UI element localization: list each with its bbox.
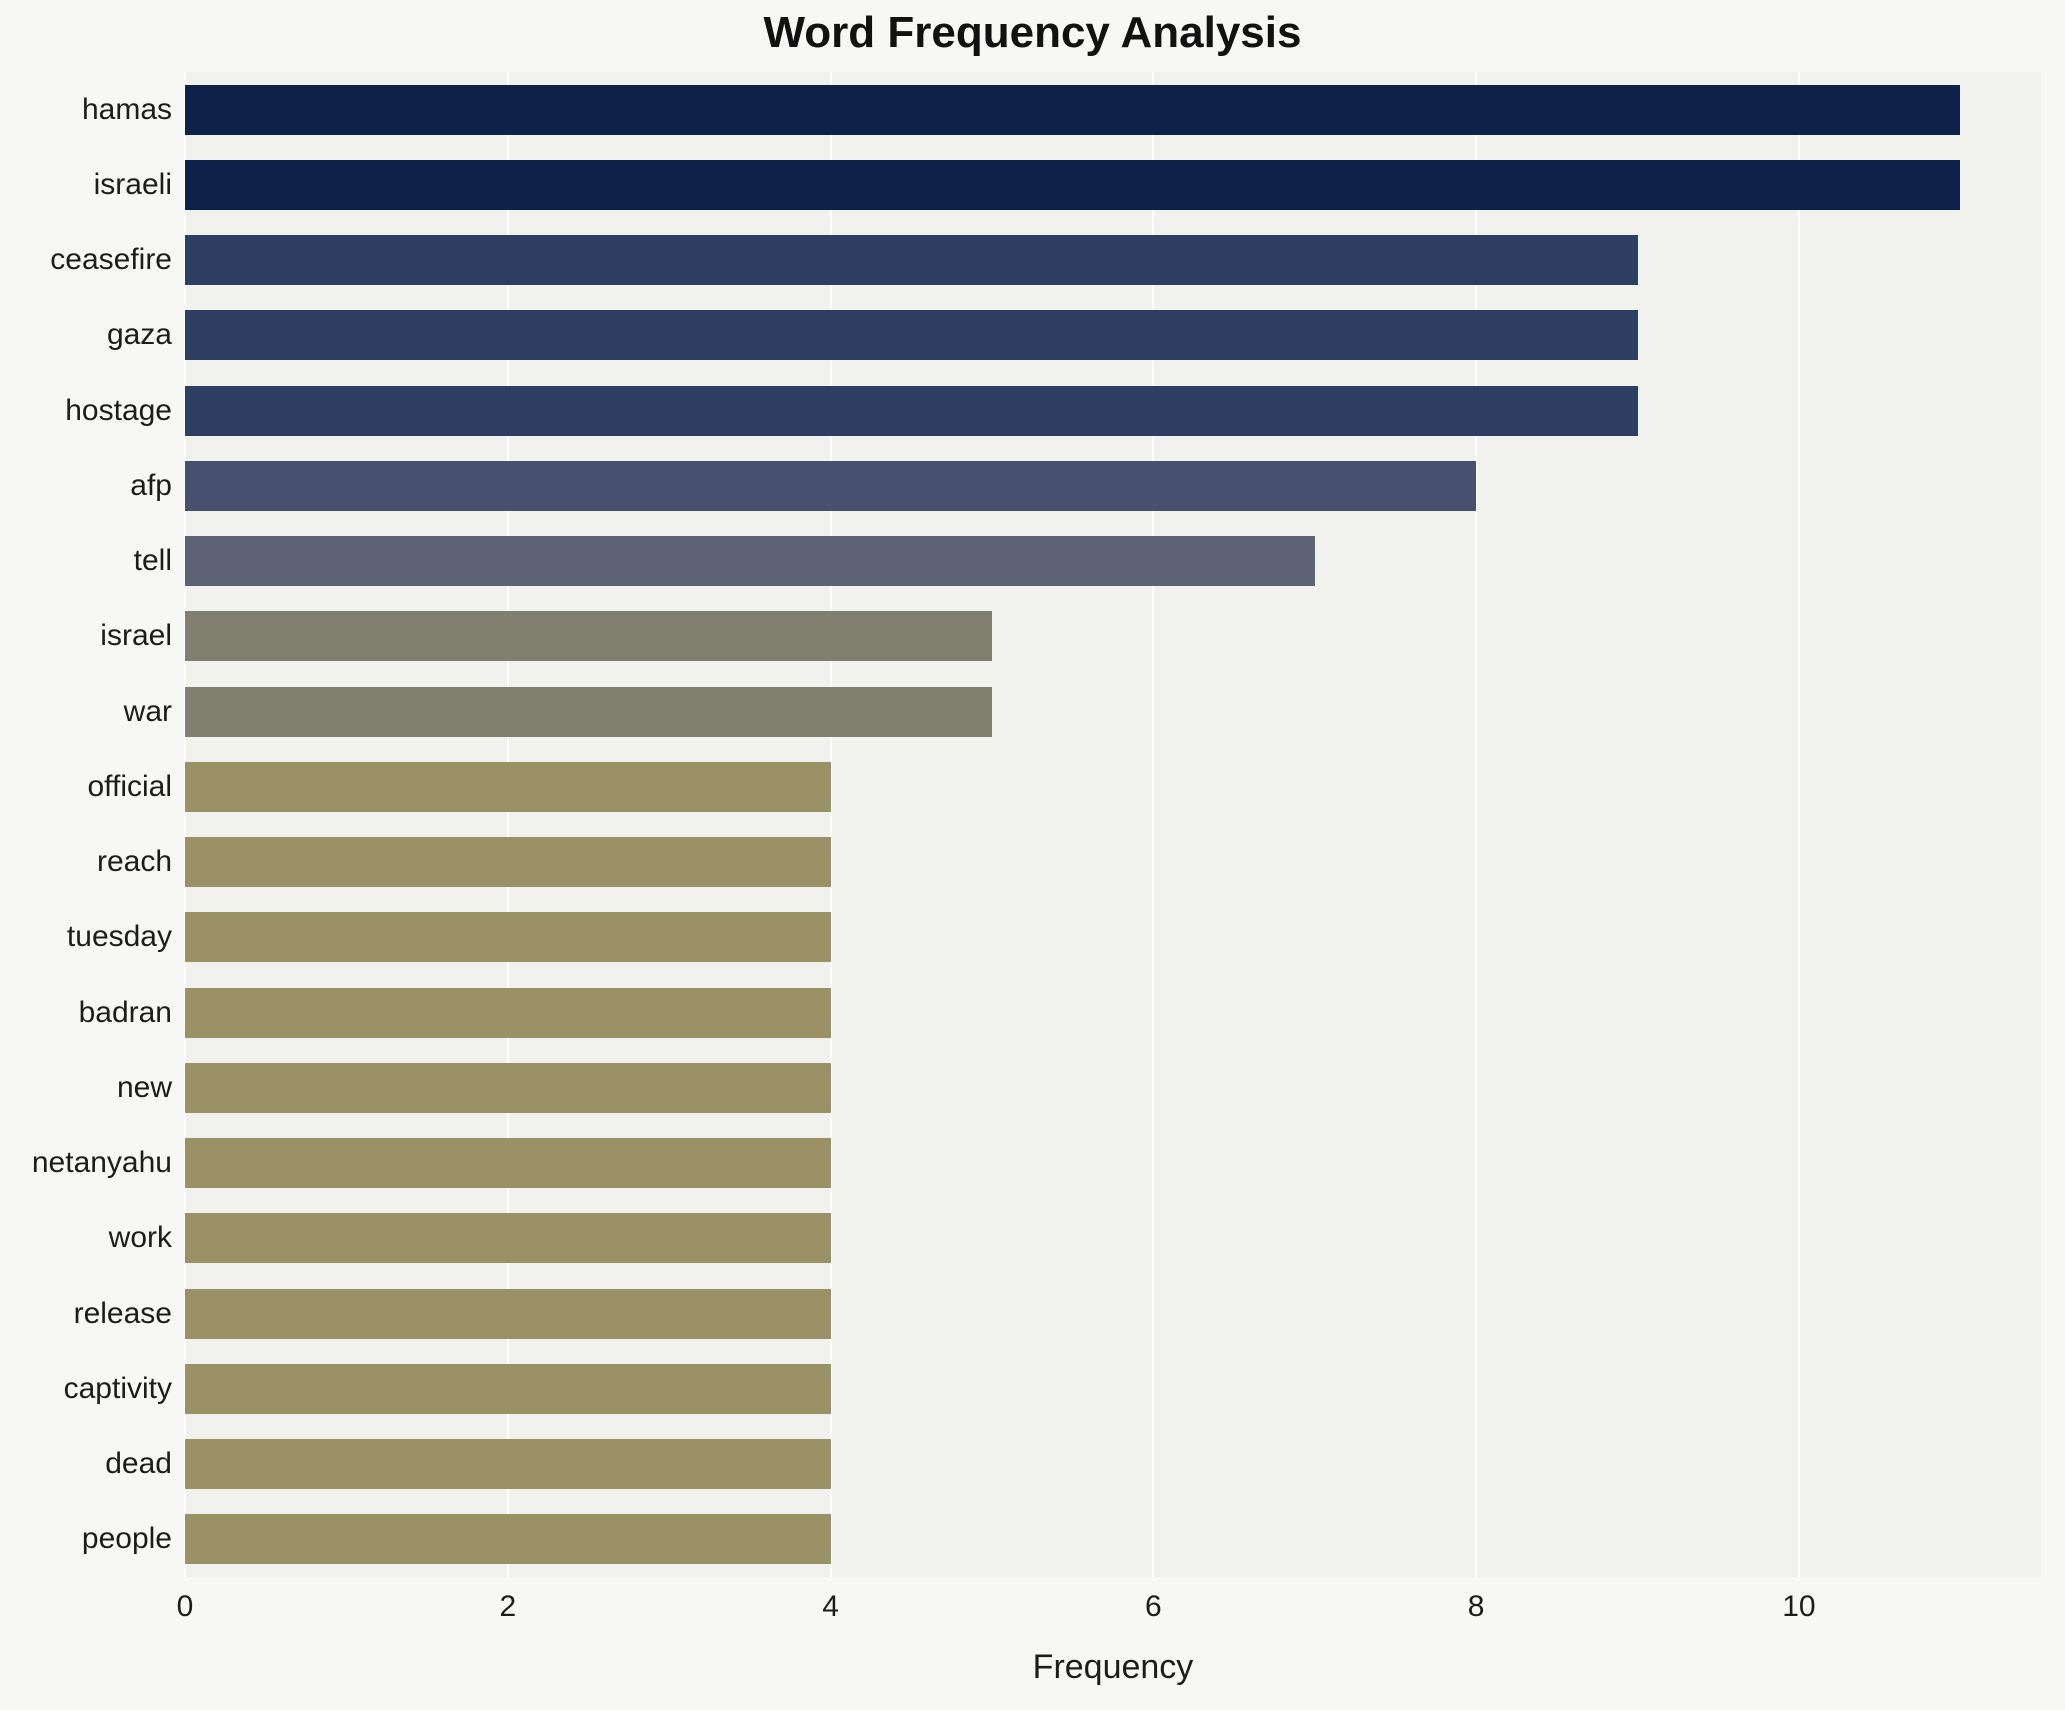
bar-tuesday [185, 912, 831, 963]
bar-row [185, 987, 2041, 1038]
x-tick-label: 0 [176, 1590, 194, 1623]
y-tick-label: hamas [81, 92, 172, 126]
y-tick-label: ceasefire [50, 243, 172, 277]
y-tick-label: release [73, 1296, 172, 1330]
bar-gaza [185, 310, 1638, 361]
bar-people [185, 1514, 831, 1565]
y-tick-label: tell [133, 544, 172, 578]
bar-tell [185, 536, 1315, 587]
x-tick-label: 8 [1467, 1590, 1485, 1623]
chart-title: Word Frequency Analysis [763, 8, 1302, 57]
y-tick-label: israeli [93, 167, 172, 201]
gridline [829, 72, 832, 1577]
bar-israel [185, 611, 992, 662]
y-tick-label: badran [78, 995, 172, 1029]
x-tick-label: 4 [822, 1590, 839, 1623]
y-tick-label: dead [105, 1447, 172, 1481]
bar-war [185, 686, 992, 737]
bar-new [185, 1062, 831, 1113]
x-axis: 0 2 4 6 8 10 [177, 1590, 2041, 1636]
x-tick-label: 2 [499, 1590, 517, 1623]
y-tick-label: people [81, 1522, 172, 1556]
y-tick-label: official [87, 769, 173, 803]
bar-row [185, 912, 2041, 963]
y-tick-label: reach [96, 845, 172, 879]
bar-row [185, 159, 2041, 210]
y-tick-label: afp [130, 468, 172, 502]
y-axis: hamas israeli ceasefire gaza hostage afp tell i… [0, 72, 172, 1577]
bar-row [185, 1213, 2041, 1264]
y-tick-label: war [123, 694, 172, 728]
x-tick-label: 6 [1145, 1590, 1162, 1623]
y-tick-label: netanyahu [31, 1146, 172, 1180]
bar-afp [185, 460, 1477, 511]
bars-area [185, 72, 2041, 1577]
bar-official [185, 761, 831, 812]
y-tick-label: israel [100, 619, 172, 653]
x-axis-label: Frequency [1032, 1648, 1194, 1686]
y-tick-label: tuesday [66, 920, 172, 954]
bar-row [185, 235, 2041, 286]
y-tick-label: work [108, 1221, 172, 1255]
y-tick-label: gaza [106, 318, 172, 352]
bar-row [185, 1138, 2041, 1189]
bar-dead [185, 1439, 831, 1490]
gridline [1797, 72, 1800, 1577]
bar-row [185, 1439, 2041, 1490]
bar-row [185, 1062, 2041, 1113]
bar-ceasefire [185, 235, 1638, 286]
bar-hostage [185, 385, 1638, 436]
bar-reach [185, 837, 831, 888]
gridline [1475, 72, 1478, 1577]
y-tick-label: new [116, 1070, 172, 1104]
bar-badran [185, 987, 831, 1038]
bar-row [185, 761, 2041, 812]
bar-hamas [185, 84, 1961, 135]
bar-row [185, 84, 2041, 135]
bar-row [185, 1514, 2041, 1565]
gridline [1152, 72, 1155, 1577]
x-tick-label: 10 [1782, 1590, 1816, 1623]
bar-israeli [185, 159, 1961, 210]
bar-row [185, 310, 2041, 361]
bar-row [185, 536, 2041, 587]
bar-work [185, 1213, 831, 1264]
y-tick-label: hostage [65, 393, 172, 427]
bar-release [185, 1288, 831, 1339]
gridline [506, 72, 509, 1577]
bar-row [185, 686, 2041, 737]
bar-row [185, 1288, 2041, 1339]
bar-row [185, 385, 2041, 436]
gridline [184, 72, 186, 1577]
bar-row [185, 611, 2041, 662]
y-tick-label: captivity [63, 1371, 172, 1405]
bar-netanyahu [185, 1138, 831, 1189]
bar-row [185, 460, 2041, 511]
bar-row [185, 1363, 2041, 1414]
bar-captivity [185, 1363, 831, 1414]
bar-row [185, 837, 2041, 888]
